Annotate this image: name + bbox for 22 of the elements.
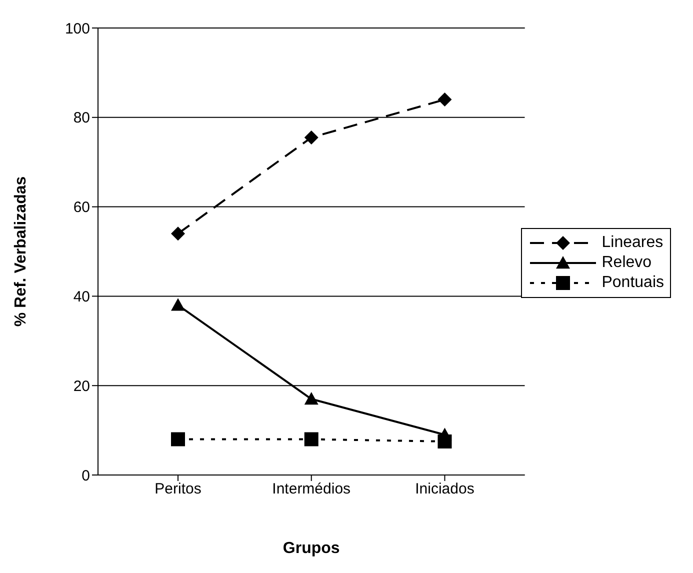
- y-tick-label: 60: [73, 199, 90, 216]
- point: [171, 432, 185, 446]
- x-tick-label: Intermédios: [272, 480, 351, 498]
- point: [438, 92, 452, 107]
- x-tick-label: Peritos: [154, 480, 202, 498]
- y-tick-label: 20: [73, 378, 90, 395]
- point: [171, 298, 185, 311]
- y-axis-title: % Ref. Verbalizadas: [12, 176, 30, 327]
- point: [171, 226, 185, 241]
- y-tick-label: 40: [73, 288, 90, 306]
- y-tick-label: 100: [64, 20, 90, 38]
- y-tick-label: 0: [82, 467, 90, 484]
- point: [304, 130, 318, 145]
- x-tick-label: Iniciados: [415, 480, 474, 498]
- legend-label: Relevo: [602, 254, 652, 272]
- point: [304, 432, 318, 446]
- y-tick-label: 80: [73, 110, 90, 127]
- x-axis-title: Grupos: [282, 540, 340, 557]
- legend-label: Lineares: [602, 234, 664, 252]
- point: [304, 392, 318, 405]
- point: [438, 428, 452, 440]
- legend-label: Pontuais: [602, 274, 664, 292]
